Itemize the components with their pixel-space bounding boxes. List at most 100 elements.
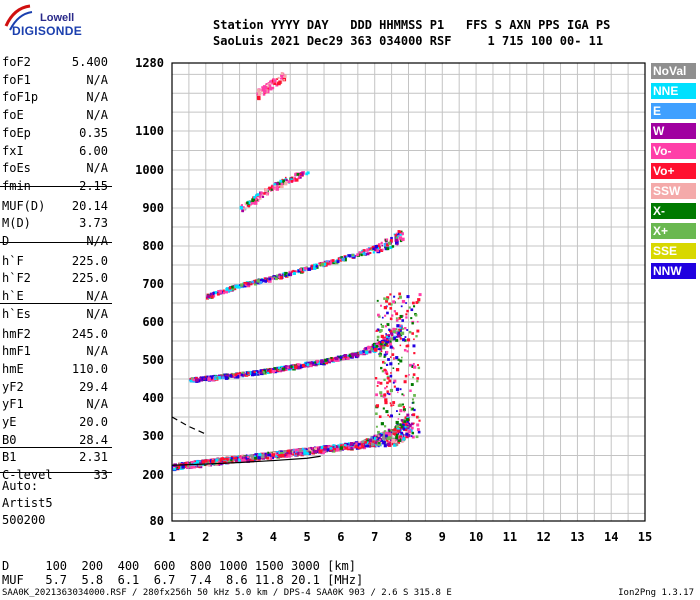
- echo-point: [381, 248, 384, 251]
- x-tick-label: 3: [236, 530, 243, 544]
- echo-point: [392, 329, 396, 334]
- echo-point: [192, 460, 195, 463]
- param-row: h`F2 225.0: [0, 271, 112, 287]
- echo-point: [292, 448, 295, 451]
- y-tick-label: 80: [150, 514, 164, 528]
- echo-point: [385, 369, 387, 372]
- echo-point: [410, 308, 414, 312]
- echo-point: [236, 372, 240, 376]
- echo-point: [411, 413, 414, 416]
- x-tick-label: 9: [439, 530, 446, 544]
- echo-point: [268, 186, 271, 189]
- param-value: 29.4: [79, 379, 108, 394]
- echo-point: [417, 366, 421, 370]
- echo-point: [404, 428, 408, 432]
- echo-point: [359, 443, 363, 447]
- echo-point: [206, 375, 209, 378]
- param-name: h`F2: [2, 271, 31, 286]
- echo-point: [307, 450, 310, 453]
- param-row: foE N/A: [0, 108, 112, 124]
- echo-point: [410, 435, 413, 437]
- echo-point: [252, 196, 255, 199]
- echo-point: [397, 334, 401, 338]
- echo-point: [190, 465, 194, 469]
- echo-point: [306, 171, 310, 175]
- echo-point: [254, 194, 258, 197]
- echo-point: [385, 297, 389, 301]
- echo-point: [345, 255, 348, 258]
- echo-point: [328, 357, 332, 361]
- echo-point: [386, 311, 389, 315]
- echo-point: [340, 444, 343, 447]
- echo-point: [398, 295, 402, 299]
- echo-point: [363, 443, 368, 448]
- echo-point: [380, 439, 383, 442]
- echo-point: [240, 204, 243, 207]
- y-tick-label: 900: [142, 201, 164, 215]
- echo-point: [254, 453, 258, 457]
- echo-point: [336, 260, 340, 264]
- echo-point: [379, 347, 382, 351]
- echo-point: [200, 376, 203, 379]
- echo-point: [370, 247, 372, 250]
- echo-point: [320, 262, 324, 267]
- echo-point: [205, 296, 209, 300]
- param-separator: [0, 186, 112, 187]
- echo-point: [375, 345, 379, 348]
- param-name: hmF1: [2, 344, 31, 359]
- echo-point: [397, 440, 401, 444]
- echo-point: [195, 377, 198, 380]
- echo-point: [377, 381, 380, 384]
- echo-point: [395, 368, 400, 372]
- echo-point: [332, 357, 336, 361]
- echo-point: [305, 448, 308, 451]
- echo-point: [319, 262, 322, 266]
- echo-point: [400, 305, 403, 308]
- echo-point: [396, 324, 400, 328]
- echo-point: [229, 374, 233, 377]
- echo-point: [367, 441, 369, 444]
- echo-point: [193, 461, 197, 466]
- echo-point: [412, 344, 416, 348]
- echo-point: [241, 371, 244, 375]
- header-line-1: Station YYYY DAY DDD HHMMSS P1 FFS S AXN…: [213, 18, 611, 32]
- echo-point: [383, 343, 386, 346]
- echo-point: [378, 442, 380, 444]
- echo-point: [256, 95, 261, 100]
- echo-point: [380, 395, 383, 398]
- echo-point: [270, 190, 272, 192]
- echo-point: [411, 365, 414, 368]
- echo-point: [289, 451, 293, 455]
- echo-point: [321, 450, 325, 455]
- echo-point: [272, 78, 275, 81]
- echo-point: [274, 185, 277, 188]
- echo-point: [257, 92, 262, 96]
- echo-point: [248, 458, 252, 462]
- echo-point: [287, 454, 291, 458]
- echo-point: [401, 319, 405, 322]
- echo-point: [280, 182, 284, 186]
- echo-point: [230, 459, 233, 462]
- echo-point: [394, 238, 398, 242]
- echo-point: [398, 230, 402, 234]
- param-name: h`Es: [2, 306, 31, 321]
- digisonde-logo-text: DIGISONDE: [12, 24, 83, 38]
- echo-point: [242, 206, 245, 209]
- echo-point: [284, 182, 288, 186]
- echo-point: [379, 345, 382, 347]
- echo-point: [300, 452, 304, 457]
- echo-point: [288, 270, 291, 274]
- y-tick-label: 1000: [135, 163, 164, 177]
- echo-point: [403, 339, 407, 342]
- echo-point: [280, 74, 283, 77]
- echo-point: [395, 356, 399, 360]
- echo-point: [408, 306, 411, 309]
- echo-point: [207, 463, 211, 467]
- echo-point: [391, 353, 395, 356]
- echo-point: [241, 209, 244, 213]
- echo-point: [234, 284, 239, 289]
- echo-point: [335, 445, 339, 449]
- echo-point: [297, 269, 301, 273]
- echo-point: [383, 368, 386, 372]
- param-name: foF1p: [2, 90, 39, 105]
